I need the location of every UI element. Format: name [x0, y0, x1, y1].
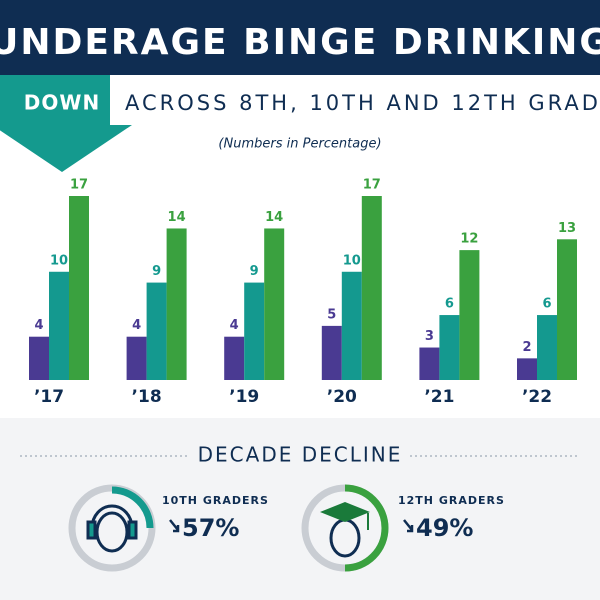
x-tick-label: ’18	[132, 387, 162, 407]
x-tick-label: ’21	[424, 387, 454, 407]
value-label: 3	[425, 329, 434, 344]
value-label: 17	[70, 178, 88, 193]
chart-note: (Numbers in Percentage)	[218, 137, 381, 152]
value-label: 4	[132, 318, 141, 333]
bar	[517, 358, 537, 380]
value-label: 4	[230, 318, 239, 333]
bar	[264, 228, 285, 380]
bar	[341, 271, 362, 380]
bar	[439, 315, 460, 380]
ring-arc	[344, 484, 389, 572]
value-label: 4	[34, 318, 43, 333]
bar	[321, 325, 342, 380]
decline-items: 10TH GRADERS 57% 12TH GRADERS 49%	[162, 494, 505, 542]
bar	[126, 336, 147, 380]
value-label: 10	[343, 253, 361, 268]
subtitle: ACROSS 8TH, 10TH AND 12TH GRADERS	[125, 91, 600, 115]
bar	[361, 196, 382, 380]
bar	[419, 347, 440, 380]
bar	[29, 336, 49, 380]
bar	[146, 282, 167, 380]
headphones-icon	[86, 504, 138, 553]
x-tick-label: ’20	[327, 387, 357, 407]
title: UNDERAGE BINGE DRINKING	[0, 22, 600, 63]
value-label: 17	[363, 178, 381, 193]
value-label: 9	[152, 264, 161, 279]
value-label: 13	[558, 221, 576, 236]
bar	[224, 336, 245, 380]
value-label: 6	[445, 297, 454, 312]
decline-title: DECADE DECLINE	[198, 443, 403, 467]
bar	[459, 250, 480, 380]
bar	[69, 196, 89, 380]
x-tick-label: ’17	[34, 387, 64, 407]
item-value: 49%	[416, 514, 473, 542]
item-value: 57%	[182, 514, 239, 542]
value-label: 2	[522, 340, 531, 355]
x-tick-label: ’22	[522, 387, 552, 407]
bar	[49, 271, 69, 380]
bar	[166, 228, 187, 380]
value-label: 12	[460, 232, 478, 247]
bar	[537, 315, 557, 380]
down-icon	[403, 519, 414, 533]
bar	[244, 282, 265, 380]
bar	[557, 239, 577, 380]
graduate-icon	[320, 502, 370, 558]
header-band	[0, 0, 600, 75]
ring-arc	[111, 486, 154, 529]
bar-chart: ’17 4 10 17 ’18 4 9 14 ’19 4 9 14 ’20 5 10 17 ’21 3 6 12 ’22…	[29, 178, 577, 407]
item-label: 12TH GRADERS	[398, 494, 505, 507]
value-label: 9	[250, 264, 259, 279]
down-icon	[169, 519, 180, 533]
value-label: 14	[168, 210, 186, 225]
down-arrow	[0, 75, 132, 172]
value-label: 10	[50, 253, 68, 268]
value-label: 5	[327, 307, 336, 322]
x-tick-label: ’19	[229, 387, 259, 407]
value-label: 6	[542, 297, 551, 312]
badge: DOWN	[24, 91, 100, 115]
item-label: 10TH GRADERS	[162, 494, 269, 507]
value-label: 14	[265, 210, 283, 225]
